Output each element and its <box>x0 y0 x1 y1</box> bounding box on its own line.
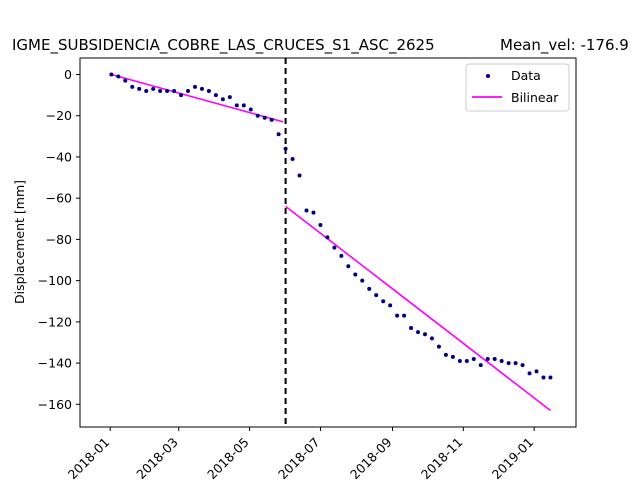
bilinear-fit-segment <box>111 73 284 123</box>
data-point <box>283 146 288 151</box>
data-point <box>346 264 351 269</box>
data-point <box>360 278 365 283</box>
data-point <box>402 313 407 318</box>
data-point <box>262 115 267 120</box>
x-tick-label: 2018-07 <box>275 435 323 480</box>
x-tick-label: 2018-01 <box>65 435 113 480</box>
y-tick-label: −160 <box>38 397 72 412</box>
plot-frame <box>79 57 577 428</box>
data-point <box>534 369 539 374</box>
data-point <box>144 88 149 93</box>
data-point <box>109 72 114 77</box>
y-tick-label: −40 <box>46 149 72 164</box>
x-tick-label: 2019-01 <box>489 435 537 480</box>
data-point <box>276 132 281 137</box>
data-point <box>172 88 177 93</box>
y-tick-label: 0 <box>64 67 72 82</box>
data-point <box>367 286 372 291</box>
data-point <box>485 356 490 361</box>
chart-title: IGME_SUBSIDENCIA_COBRE_LAS_CRUCES_S1_ASC… <box>12 36 435 55</box>
data-point <box>325 235 330 240</box>
data-point <box>339 253 344 258</box>
data-point <box>513 361 518 366</box>
data-point <box>353 272 358 277</box>
data-point <box>158 88 163 93</box>
data-point <box>311 210 316 215</box>
data-point <box>492 356 497 361</box>
data-point <box>436 344 441 349</box>
data-point <box>186 88 191 93</box>
data-point <box>255 113 260 118</box>
data-point <box>409 326 414 331</box>
legend-data-label: Data <box>511 68 541 83</box>
bilinear-fit-segment <box>285 205 551 412</box>
data-point <box>165 88 170 93</box>
plot-area <box>80 58 576 427</box>
data-point <box>395 313 400 318</box>
data-point <box>297 173 302 178</box>
data-point <box>318 222 323 227</box>
data-point <box>457 359 462 364</box>
data-point <box>527 371 532 376</box>
y-tick-label: −80 <box>46 232 72 247</box>
y-tick-label: −100 <box>38 273 72 288</box>
data-point <box>381 299 386 304</box>
data-point <box>332 245 337 250</box>
data-point <box>429 336 434 341</box>
x-tick-label: 2018-03 <box>133 435 181 480</box>
data-point <box>520 363 525 368</box>
data-point <box>499 359 504 364</box>
x-tick-label: 2018-05 <box>204 435 252 480</box>
data-point <box>241 103 246 108</box>
data-point <box>213 93 218 98</box>
data-point <box>541 375 546 380</box>
chart-marks <box>109 58 553 427</box>
data-point <box>220 97 225 102</box>
data-point <box>199 86 204 91</box>
legend-bilinear-label: Bilinear <box>511 90 559 105</box>
x-tick-label: 2018-09 <box>347 434 395 480</box>
y-tick-label: −60 <box>46 191 72 206</box>
data-point <box>123 78 128 83</box>
data-point <box>116 74 121 79</box>
data-point <box>506 361 511 366</box>
data-point <box>471 356 476 361</box>
y-tick-label: −140 <box>38 356 72 371</box>
data-point <box>304 208 309 213</box>
y-tick-label: −20 <box>46 108 72 123</box>
data-point <box>290 157 295 162</box>
data-point <box>416 330 421 335</box>
data-point <box>137 86 142 91</box>
data-point <box>130 84 135 89</box>
data-point <box>548 375 553 380</box>
data-point <box>478 363 483 368</box>
data-point <box>269 117 274 122</box>
data-point <box>227 95 232 100</box>
data-point <box>443 352 448 357</box>
data-point <box>248 107 253 112</box>
chart-subtitle: Mean_vel: -176.9 <box>500 36 629 55</box>
data-point <box>151 86 156 91</box>
y-tick-label: −120 <box>38 314 72 329</box>
y-axis-label: Displacement [mm] <box>12 180 27 304</box>
legend-box <box>465 63 570 112</box>
data-point <box>179 93 184 98</box>
data-point <box>450 354 455 359</box>
data-point <box>422 332 427 337</box>
data-point <box>234 103 239 108</box>
data-point <box>192 84 197 89</box>
x-tick-label: 2018-11 <box>418 435 466 480</box>
legend: Data Bilinear <box>465 63 570 112</box>
data-point <box>388 303 393 308</box>
data-point <box>464 359 469 364</box>
legend-data-marker <box>486 74 490 78</box>
data-point <box>374 293 379 298</box>
data-point <box>206 88 211 93</box>
